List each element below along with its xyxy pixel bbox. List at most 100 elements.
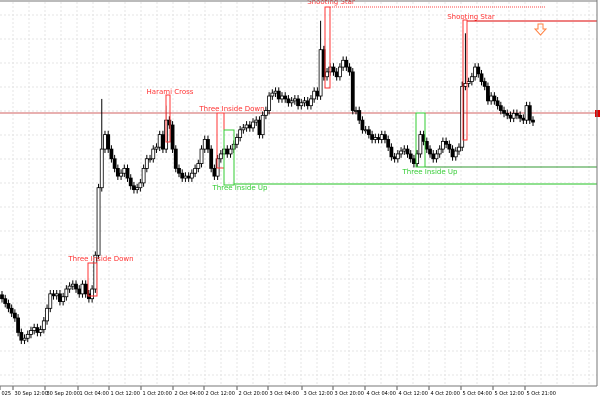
candle-body [74, 283, 78, 290]
candle-body [444, 140, 449, 145]
candle-body [263, 110, 268, 116]
x-tick-label: 5 Oct 04:00 [463, 391, 492, 397]
candle-body [431, 153, 436, 160]
pattern-box [223, 129, 235, 186]
candle-body [447, 143, 452, 150]
candle-body [32, 327, 37, 331]
pattern-label: Three Inside Up [402, 168, 458, 176]
candle-body [280, 95, 284, 100]
candle-body [379, 134, 384, 140]
pattern-label: Three Inside Down [198, 105, 264, 113]
pattern-label: Three Inside Up [212, 184, 268, 192]
candle-body [103, 134, 107, 150]
candle-body [476, 66, 481, 75]
x-tick-label: 3 Oct 12:00 [304, 391, 333, 397]
candle-body [254, 119, 259, 123]
candle-body [450, 148, 455, 158]
candle-body [6, 303, 11, 309]
candle-body [399, 150, 403, 155]
x-tick-label: 3 Oct 20:00 [335, 391, 364, 397]
candle-body [51, 293, 56, 297]
candle-body [463, 83, 468, 87]
candle-body [315, 90, 320, 97]
candle-body [502, 110, 506, 114]
candle-body [498, 105, 503, 111]
candle-body [392, 156, 397, 160]
candle-body [9, 307, 14, 314]
x-tick-label: 1 Oct 20:00 [143, 391, 172, 397]
candle-body [35, 327, 40, 333]
x-tick-label: 2 Oct 20:00 [239, 391, 268, 397]
candles [0, 20, 535, 345]
candle-body [489, 95, 494, 102]
candle-body [366, 129, 371, 136]
candle-body [138, 182, 143, 189]
candle-body [45, 307, 49, 322]
candle-body [180, 172, 185, 179]
candle-body [183, 175, 188, 179]
candle-body [83, 283, 88, 295]
candle-body [482, 81, 487, 87]
candle-body [408, 153, 413, 160]
candle-body [457, 146, 461, 152]
candle-body [41, 320, 46, 330]
candle-body [341, 59, 346, 68]
candle-body [0, 294, 4, 300]
candle-body [357, 110, 362, 121]
candle-body [125, 167, 130, 179]
x-tick-label: 5 Oct 21:00 [527, 391, 556, 397]
candle-body [99, 148, 104, 189]
candle-body [276, 90, 281, 100]
x-tick-label: 4 Oct 04:00 [367, 391, 396, 397]
pattern-box [87, 262, 98, 297]
candle-body [257, 119, 262, 136]
candle-body [29, 330, 33, 335]
candle-body [412, 158, 416, 164]
candle-body [115, 167, 120, 177]
candle-body [405, 148, 410, 155]
candle-body [383, 134, 387, 140]
candle-body [360, 119, 365, 131]
x-tick-label: 30 Sep 20:00 [47, 391, 80, 397]
x-tick-label: 5 Oct 12:00 [495, 391, 524, 397]
candle-body [508, 114, 513, 119]
candle-body [524, 105, 529, 121]
candle-body [267, 95, 272, 111]
candle-body [270, 92, 275, 97]
candle-body [260, 114, 265, 136]
candle-body [492, 95, 497, 102]
candle-body [312, 90, 317, 100]
candle-body [154, 146, 159, 150]
x-tick-label: 1 Oct 04:00 [80, 391, 109, 397]
candle-body [402, 148, 407, 152]
candle-body [334, 71, 339, 78]
candle-body [70, 283, 75, 287]
x-tick-label: 4 Oct 20:00 [431, 391, 460, 397]
candle-body [151, 148, 156, 160]
candle-body [157, 134, 162, 148]
candle-body [473, 66, 477, 78]
candle-body [244, 124, 249, 129]
candle-body [273, 90, 278, 94]
candle-body [331, 66, 336, 73]
candle-body [238, 129, 243, 138]
candle-body [112, 158, 117, 169]
candle-body [67, 285, 72, 290]
candle-body [132, 185, 136, 191]
candle-body [64, 288, 69, 298]
candle-body [505, 112, 510, 116]
candle-body [109, 148, 114, 160]
candle-body [469, 76, 474, 82]
candle-body [48, 293, 53, 309]
candle-body [299, 102, 304, 107]
pattern-label: Three Inside Down [67, 255, 133, 263]
candle-body [428, 148, 432, 155]
candle-body [296, 98, 300, 107]
candle-body [170, 124, 175, 150]
candle-body [515, 112, 519, 116]
candle-body [209, 148, 214, 169]
candle-body [38, 329, 43, 333]
candle-body [389, 146, 394, 158]
candle-body [96, 187, 101, 256]
